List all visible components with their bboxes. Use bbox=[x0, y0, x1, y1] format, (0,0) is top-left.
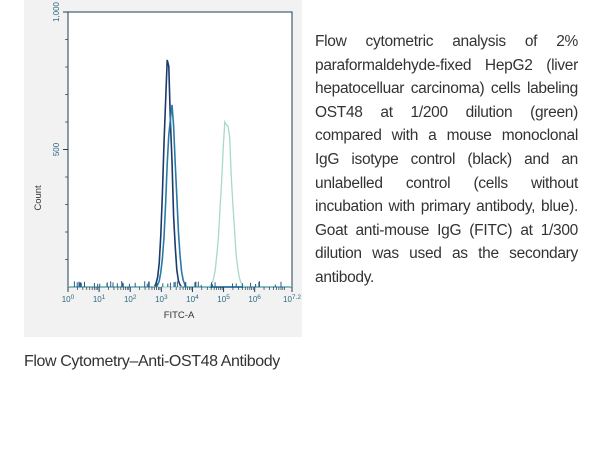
x-tick-label: 105 bbox=[217, 294, 230, 304]
x-tick-label: 104 bbox=[186, 294, 199, 304]
x-tick-label: 106 bbox=[248, 294, 261, 304]
x-tick-label: 102 bbox=[124, 294, 137, 304]
figure-panel: 100 101 102 103 104 105 106 107.2 500 1,000 Count… bbox=[24, 0, 302, 337]
histogram-chart: 100 101 102 103 104 105 106 107.2 500 1,000 Count… bbox=[33, 1, 301, 321]
x-tick-label: 103 bbox=[155, 294, 168, 304]
plot-frame bbox=[67, 11, 293, 288]
baseline-event-marks bbox=[73, 281, 282, 287]
figure-description: Flow cytometric analysis of 2% paraforma… bbox=[315, 33, 578, 286]
x-tick-label: 100 bbox=[62, 294, 75, 304]
x-tick-label: 107.2 bbox=[283, 294, 301, 304]
y-tick-label: 1,000 bbox=[52, 1, 61, 22]
x-tick-label: 101 bbox=[93, 294, 106, 304]
figure-caption: Flow Cytometry–Anti-OST48 Antibody bbox=[24, 353, 280, 370]
x-axis-title: FITC-A bbox=[164, 310, 195, 321]
y-tick-label: 500 bbox=[52, 142, 61, 156]
y-axis-title: Count bbox=[33, 185, 44, 211]
